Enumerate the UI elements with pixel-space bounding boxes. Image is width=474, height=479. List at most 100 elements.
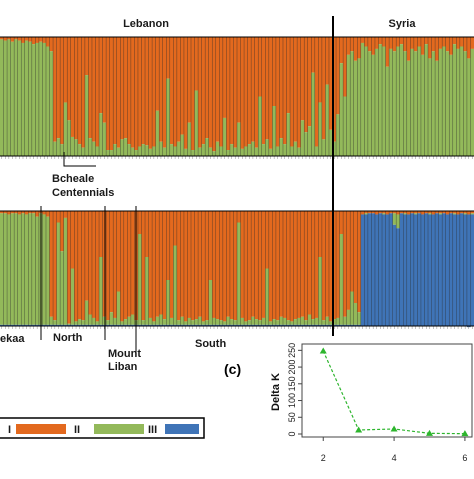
y-tick-label: 100 bbox=[287, 393, 297, 408]
bar-segment-cluster-i bbox=[339, 211, 344, 234]
bar-segment-cluster-i bbox=[385, 211, 390, 215]
bar-segment-cluster-iii bbox=[459, 213, 464, 326]
bar-segment-cluster-iii bbox=[145, 324, 149, 326]
bar-segment-cluster-i bbox=[49, 211, 54, 317]
bar-segment-cluster-ii bbox=[222, 117, 227, 156]
bar-segment-cluster-ii bbox=[109, 312, 114, 325]
bar-segment-cluster-ii bbox=[88, 138, 93, 156]
bar-segment-cluster-iii bbox=[10, 324, 15, 326]
bar-segment-cluster-ii bbox=[141, 144, 146, 156]
bar-segment-cluster-i bbox=[389, 37, 393, 49]
bar-segment-cluster-ii bbox=[31, 44, 36, 156]
delta-k-point bbox=[461, 430, 469, 437]
bar-segment-cluster-ii bbox=[49, 51, 54, 156]
bar-segment-cluster-iii bbox=[148, 324, 153, 326]
bar-segment-cluster-i bbox=[459, 37, 464, 47]
bar-segment-cluster-iii bbox=[438, 214, 443, 326]
bar-segment-cluster-i bbox=[371, 37, 376, 55]
bar-segment-cluster-i bbox=[35, 37, 40, 43]
bar-segment-cluster-i bbox=[343, 211, 347, 317]
bar-segment-cluster-iii bbox=[463, 214, 468, 326]
bar-segment-cluster-i bbox=[134, 37, 139, 151]
bar-segment-cluster-i bbox=[265, 211, 270, 269]
bar-segment-cluster-ii bbox=[385, 66, 390, 156]
bar-segment-cluster-ii bbox=[7, 214, 11, 325]
bar-segment-cluster-i bbox=[194, 37, 199, 91]
bar-segment-cluster-ii bbox=[293, 141, 298, 156]
bar-segment-cluster-i bbox=[445, 37, 450, 52]
bar-segment-cluster-i bbox=[219, 37, 224, 147]
bar-segment-cluster-iii bbox=[113, 324, 118, 326]
bar-segment-cluster-iii bbox=[53, 324, 57, 326]
bar-segment-cluster-ii bbox=[60, 144, 64, 156]
bar-segment-cluster-ii bbox=[24, 40, 29, 156]
bar-segment-cluster-ii bbox=[187, 122, 192, 156]
bar-segment-cluster-ii bbox=[410, 48, 415, 156]
bar-segment-cluster-ii bbox=[77, 319, 82, 325]
bar-segment-cluster-i bbox=[95, 37, 100, 147]
bar-segment-cluster-iii bbox=[24, 324, 29, 326]
bar-segment-cluster-i bbox=[53, 37, 57, 142]
bar-segment-cluster-i bbox=[350, 37, 355, 52]
bar-segment-cluster-ii bbox=[187, 317, 192, 325]
bar-segment-cluster-i bbox=[265, 37, 270, 140]
bar-segment-cluster-ii bbox=[311, 319, 316, 325]
bar-segment-cluster-ii bbox=[282, 144, 287, 156]
bar-segment-cluster-i bbox=[290, 211, 294, 322]
bar-segment-cluster-ii bbox=[99, 257, 103, 325]
bar-segment-cluster-i bbox=[77, 37, 82, 145]
region-label-mount: Mount bbox=[108, 348, 141, 360]
bar-segment-cluster-i bbox=[183, 211, 188, 322]
bar-segment-cluster-ii bbox=[10, 213, 15, 325]
bar-segment-cluster-iii bbox=[191, 324, 195, 326]
bar-segment-cluster-iii bbox=[452, 214, 457, 326]
bar-segment-cluster-ii bbox=[261, 317, 266, 325]
bar-segment-cluster-ii bbox=[152, 321, 156, 325]
bar-segment-cluster-i bbox=[0, 37, 4, 40]
bar-segment-cluster-i bbox=[378, 211, 383, 214]
bar-segment-cluster-ii bbox=[290, 321, 294, 325]
bar-segment-cluster-iii bbox=[282, 324, 287, 326]
bar-segment-cluster-i bbox=[222, 37, 227, 118]
bar-segment-cluster-iii bbox=[106, 324, 110, 326]
bar-segment-cluster-ii bbox=[63, 102, 68, 156]
bar-segment-cluster-i bbox=[325, 37, 330, 85]
bar-segment-cluster-i bbox=[374, 211, 379, 215]
bar-segment-cluster-ii bbox=[191, 320, 195, 325]
bar-segment-cluster-i bbox=[251, 211, 255, 317]
bar-segment-cluster-i bbox=[113, 211, 118, 318]
bar-segment-cluster-iii bbox=[155, 324, 160, 326]
bar-segment-cluster-ii bbox=[31, 213, 36, 325]
bar-segment-cluster-ii bbox=[14, 213, 18, 325]
bar-segment-cluster-ii bbox=[17, 214, 22, 325]
bar-segment-cluster-ii bbox=[215, 319, 220, 325]
bar-segment-cluster-i bbox=[420, 37, 425, 55]
bar-segment-cluster-ii bbox=[413, 51, 418, 156]
bar-segment-cluster-ii bbox=[318, 102, 323, 156]
bar-segment-cluster-iii bbox=[137, 324, 142, 326]
bar-segment-cluster-iii bbox=[272, 324, 277, 326]
bar-segment-cluster-i bbox=[81, 211, 86, 321]
bar-segment-cluster-i bbox=[297, 37, 301, 148]
bar-segment-cluster-ii bbox=[155, 316, 160, 325]
bar-segment-cluster-iii bbox=[222, 324, 227, 326]
bar-segment-cluster-ii bbox=[81, 147, 86, 156]
bar-segment-cluster-i bbox=[215, 37, 220, 142]
bar-segment-cluster-i bbox=[304, 37, 309, 133]
bar-segment-cluster-ii bbox=[300, 316, 305, 325]
bar-segment-cluster-ii bbox=[28, 213, 33, 325]
bar-segment-cluster-ii bbox=[88, 314, 93, 325]
region-label-north: North bbox=[53, 332, 83, 344]
delta-k-point bbox=[390, 425, 398, 432]
bar-segment-cluster-ii bbox=[229, 144, 234, 156]
bar-segment-cluster-i bbox=[67, 211, 72, 324]
bar-segment-cluster-i bbox=[251, 37, 255, 142]
bar-segment-cluster-i bbox=[466, 211, 471, 215]
bar-segment-cluster-ii bbox=[91, 141, 96, 156]
bar-segment-cluster-ii bbox=[28, 41, 33, 157]
bar-segment-cluster-i bbox=[314, 211, 319, 318]
bar-segment-cluster-i bbox=[424, 37, 429, 45]
bar-segment-cluster-ii bbox=[194, 90, 199, 156]
bar-segment-cluster-ii bbox=[350, 291, 355, 325]
bar-segment-cluster-i bbox=[74, 37, 79, 140]
